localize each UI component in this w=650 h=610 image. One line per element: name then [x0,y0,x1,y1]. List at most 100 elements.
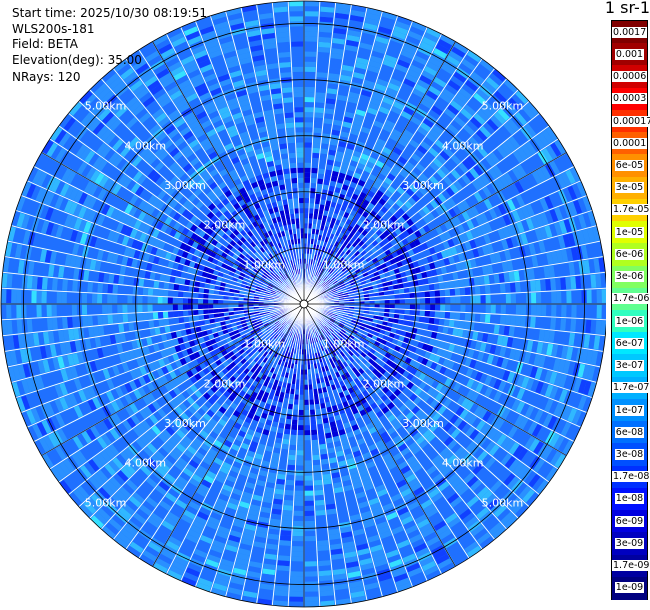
range-gate [403,314,410,321]
range-gate [31,276,38,290]
range-gate [443,319,450,327]
range-gate [41,291,47,304]
range-gate [172,304,178,311]
range-gate [573,333,581,347]
range-gate [304,440,311,446]
range-gate [312,459,321,466]
range-gate [172,311,179,318]
range-gate [142,296,148,304]
range-gate [473,322,480,331]
range-gate [127,304,133,313]
range-gate [523,352,532,364]
range-gate [455,337,462,346]
range-gate [470,304,476,313]
range-gate [289,601,303,607]
range-gate [304,520,315,527]
range-gate [46,318,53,330]
range-gate [122,295,128,304]
range-gate [279,417,286,424]
range-gate [26,290,32,303]
range-gate [312,449,320,456]
range-gate [296,450,304,456]
range-gate [61,304,67,316]
range-gate [283,499,293,506]
range-gate [293,399,299,405]
range-gate [458,320,465,329]
range-gate [409,309,415,316]
range-gate [284,489,294,496]
range-gate [590,350,599,365]
range-gate [423,317,430,324]
range-gate [600,320,606,335]
range-gate [513,326,520,338]
range-gate [310,419,317,425]
range-gate [474,313,481,322]
range-gate [394,304,400,309]
range-gate [314,484,323,491]
range-gate [373,311,380,316]
range-gate [304,536,316,542]
range-gate [304,369,308,375]
range-gate [289,586,303,592]
range-gate [66,304,72,316]
range-gate [81,293,88,304]
range-gate [287,403,294,410]
range-gate [344,304,350,307]
range-gate [279,540,291,546]
range-gate [6,289,12,303]
range-gate [313,464,321,471]
range-gate [157,304,163,312]
range-gate [300,379,304,385]
range-gate [586,305,592,319]
range-gate [553,358,561,372]
range-gate [469,313,476,322]
range-gate [396,324,403,330]
range-gate [291,419,298,425]
range-gate [233,300,239,304]
range-gate [388,313,395,318]
range-gate [127,286,134,295]
range-gate [314,494,324,501]
range-gate [62,317,68,329]
range-gate [305,596,319,602]
range-gate [143,320,150,329]
range-gate [435,332,443,341]
range-gate [384,304,390,309]
range-gate [477,332,484,342]
range-gate [31,304,37,318]
range-gate [452,328,459,336]
range-gate [274,590,288,597]
range-gate [309,404,315,410]
range-gate [463,321,470,330]
range-gate [387,322,393,328]
range-gate [543,330,550,342]
range-gate [91,293,98,304]
range-gate [304,455,312,461]
range-gate [274,585,289,592]
range-gate [163,282,170,290]
range-gate [318,438,326,445]
range-gate [278,550,291,557]
range-gate [304,531,316,537]
range-gate [162,289,169,297]
range-gate [282,510,293,516]
range-gate [323,422,330,429]
range-gate [475,304,481,313]
range-gate [277,468,286,475]
range-gate [393,318,399,324]
range-gate [288,449,296,456]
range-gate [548,330,555,343]
range-gate [398,314,405,320]
range-gate [560,318,567,331]
range-gate [208,304,214,309]
range-gate [314,403,321,410]
range-gate [313,469,322,476]
range-gate [228,300,234,304]
range-gate [419,310,425,317]
range-gate [162,297,168,304]
range-gate [364,307,370,311]
range-gate [478,323,485,332]
range-gate [543,356,551,369]
range-gate [460,304,466,312]
